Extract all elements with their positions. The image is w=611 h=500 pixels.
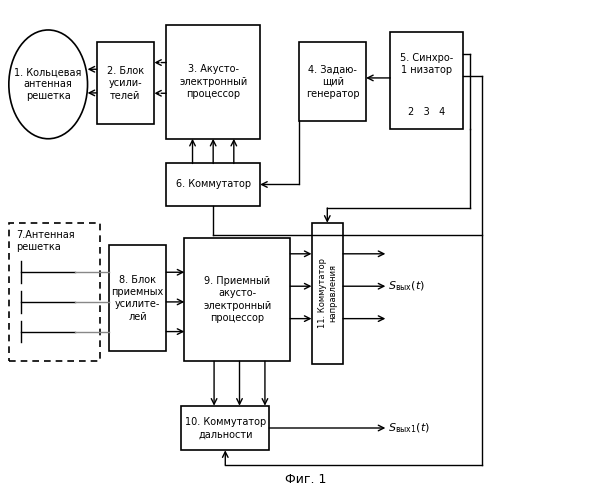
Bar — [181, 406, 269, 450]
Bar — [9, 223, 100, 361]
Bar — [166, 164, 260, 205]
Bar — [312, 223, 343, 364]
Text: 5. Синхро-
1 низатор: 5. Синхро- 1 низатор — [400, 54, 453, 75]
Text: 1. Кольцевая
антенная
решетка: 1. Кольцевая антенная решетка — [15, 68, 82, 101]
Text: 6. Коммутатор: 6. Коммутатор — [175, 180, 251, 190]
Bar — [109, 245, 166, 352]
Text: 9. Приемный
акусто-
электронный
процессор: 9. Приемный акусто- электронный процессо… — [203, 276, 271, 323]
Text: 3. Акусто-
электронный
процессор: 3. Акусто- электронный процессор — [179, 64, 247, 100]
Bar — [185, 238, 290, 361]
Text: $S_{\rm вых}(t)$: $S_{\rm вых}(t)$ — [389, 280, 425, 293]
Bar — [166, 25, 260, 138]
Text: 2. Блок
усили-
телей: 2. Блок усили- телей — [107, 66, 144, 100]
Text: 11. Коммутатор
направления: 11. Коммутатор направления — [318, 258, 337, 328]
Text: 2   3   4: 2 3 4 — [408, 106, 445, 117]
Bar — [299, 42, 366, 121]
Bar — [390, 32, 463, 129]
Text: $S_{\rm вых1}(t)$: $S_{\rm вых1}(t)$ — [389, 421, 430, 435]
Text: 4. Задаю-
щий
генератор: 4. Задаю- щий генератор — [306, 64, 359, 100]
Ellipse shape — [9, 30, 87, 139]
Text: 8. Блок
приемных
усилите-
лей: 8. Блок приемных усилите- лей — [111, 274, 164, 322]
Text: 7.Антенная
решетка: 7.Антенная решетка — [16, 230, 75, 252]
Bar — [97, 42, 154, 124]
Text: Фиг. 1: Фиг. 1 — [285, 474, 326, 486]
Text: 10. Коммутатор
дальности: 10. Коммутатор дальности — [185, 417, 266, 439]
